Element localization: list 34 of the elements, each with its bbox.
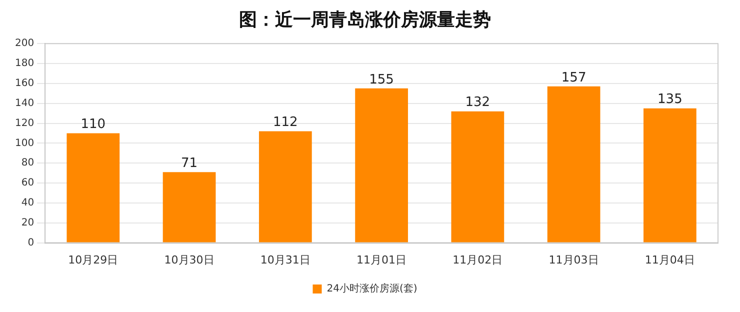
- y-tick-label: 140: [14, 98, 34, 109]
- data-label: 155: [369, 72, 394, 88]
- bar: [644, 108, 696, 242]
- y-tick-label: 20: [21, 217, 34, 228]
- x-tick-label: 10月29日: [68, 253, 118, 266]
- y-tick-label: 200: [14, 38, 34, 50]
- data-label: 157: [561, 70, 586, 86]
- y-tick-label: 80: [21, 158, 34, 169]
- y-tick-label: 120: [14, 118, 34, 129]
- y-tick-label: 0: [28, 237, 34, 248]
- y-tick-label: 100: [14, 138, 34, 149]
- bar: [66, 133, 120, 242]
- x-tick-label: 11月03日: [548, 253, 599, 266]
- bar: [355, 88, 408, 242]
- bar: [258, 131, 312, 242]
- bar: [547, 86, 600, 242]
- data-label: 110: [80, 117, 106, 132]
- x-tick-label: 10月31日: [260, 253, 310, 266]
- data-label: 132: [465, 95, 490, 110]
- y-tick-label: 40: [21, 198, 34, 209]
- data-label: 71: [181, 156, 198, 171]
- data-label: 135: [658, 92, 682, 108]
- y-tick-label: 180: [14, 58, 34, 70]
- x-tick-label: 11月01日: [356, 253, 407, 266]
- x-tick-label: 11月04日: [644, 253, 695, 266]
- x-tick-label: 10月30日: [164, 253, 214, 266]
- legend-label: 24小时涨价房源(套): [326, 282, 418, 295]
- bar: [162, 172, 216, 242]
- y-tick-label: 160: [14, 78, 34, 90]
- x-tick-label: 11月02日: [452, 253, 503, 266]
- chart-title: 图：近一周青岛涨价房源量走势: [239, 9, 491, 30]
- y-tick-label: 60: [21, 178, 34, 189]
- bar: [451, 111, 504, 242]
- data-label: 112: [273, 115, 298, 130]
